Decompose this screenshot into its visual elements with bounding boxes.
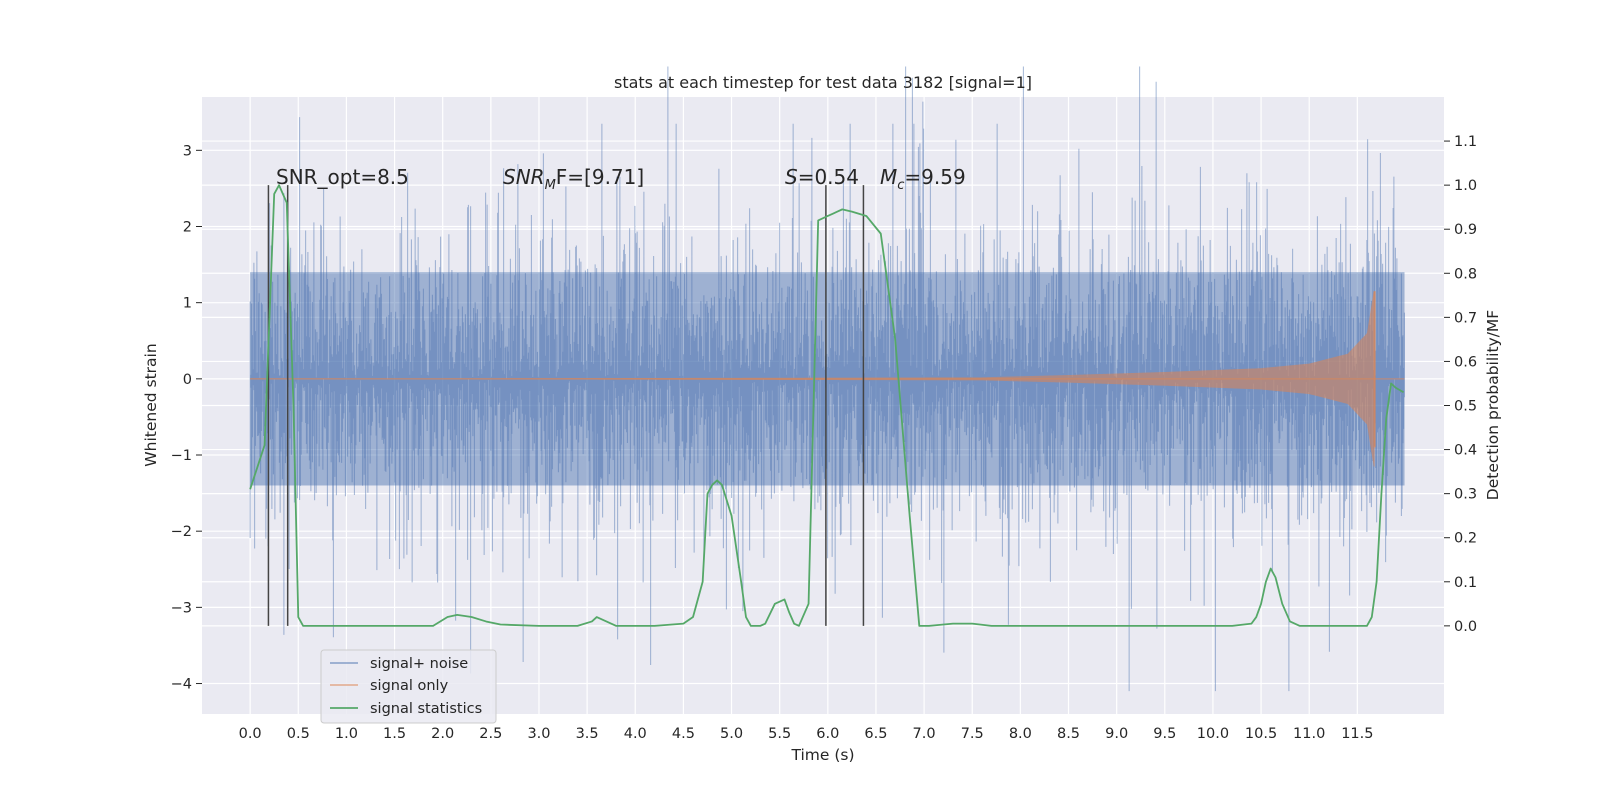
annotation-s-symbol: S	[785, 165, 798, 189]
y-tick-label: −2	[171, 524, 192, 540]
legend-box	[320, 649, 497, 724]
y-tick-label: 0	[183, 372, 192, 388]
y2-tick-label: 1.0	[1454, 178, 1477, 194]
annotation-s-value: =0.54	[798, 165, 859, 189]
x-tick-label: 8.5	[1057, 726, 1080, 742]
y-tick-label: −4	[171, 677, 192, 693]
x-tick-label: 3.5	[576, 726, 599, 742]
y-tick-labels: −4 −3 −2 −1 0 1 2 3	[171, 143, 192, 692]
x-tick-label: 1.5	[383, 726, 406, 742]
x-tick-label: 4.5	[672, 726, 695, 742]
annotation-snr-opt: SNR_opt=8.5	[276, 165, 409, 189]
x-tick-label: 5.0	[720, 726, 743, 742]
x-tick-label: 11.0	[1293, 726, 1325, 742]
x-tick-label: 3.0	[527, 726, 550, 742]
x-tick-labels: 0.0 0.5 1.0 1.5 2.0 2.5 3.0 3.5 4.0 4.5 5.0 5.5 6.0 6…	[239, 726, 1374, 742]
x-tick-label: 0.5	[287, 726, 310, 742]
x-tick-label: 8.0	[1009, 726, 1032, 742]
legend-label-signal-noise: signal+ noise	[370, 656, 468, 672]
x-tick-label: 6.0	[816, 726, 839, 742]
annotation-mc-sub: c	[897, 178, 904, 193]
x-tick-label: 2.5	[479, 726, 502, 742]
x-tick-label: 10.0	[1197, 726, 1229, 742]
chart-title: stats at each timestep for test data 318…	[614, 73, 1032, 92]
signal-statistics-line	[249, 184, 1405, 627]
legend-label-signal-only: signal only	[370, 678, 449, 694]
y-tick-label: −1	[171, 448, 192, 464]
annotation-snr-mf-base: SNR	[503, 165, 545, 189]
x-tick-label: 0.0	[239, 726, 262, 742]
x-tick-label: 4.0	[624, 726, 647, 742]
y-tick-label: 1	[183, 296, 192, 312]
x-axis-label: Time (s)	[790, 746, 854, 764]
x-tick-label: 7.0	[913, 726, 936, 742]
x-tick-label: 5.5	[768, 726, 791, 742]
y2-tick-label: 1.1	[1454, 134, 1477, 150]
y2-tick-label: 0.2	[1454, 531, 1477, 547]
legend: signal+ noise signal only signal statist…	[320, 649, 497, 724]
x-tick-label: 10.5	[1245, 726, 1277, 742]
annotation-mc: Mc=9.59	[880, 165, 966, 193]
signal-statistics-series	[249, 184, 1405, 627]
annotation-snr-mf-sub: M	[545, 178, 556, 193]
x-tick-label: 1.0	[335, 726, 358, 742]
y2-tick-label: 0.0	[1454, 619, 1477, 635]
y-axis-label: Whitened strain	[142, 343, 160, 466]
y2-tick-label: 0.1	[1454, 575, 1477, 591]
legend-label-signal-statistics: signal statistics	[370, 701, 482, 717]
y2-tick-label: 0.8	[1454, 266, 1477, 282]
x-tick-label: 11.5	[1341, 726, 1373, 742]
x-tick-label: 9.0	[1105, 726, 1128, 742]
signal-only-series	[250, 291, 1405, 467]
x-tick-label: 6.5	[864, 726, 887, 742]
y-tick-label: 2	[183, 219, 192, 235]
annotation-mc-value: =9.59	[904, 165, 965, 189]
y2-tick-labels: 0.0 0.1 0.2 0.3 0.4 0.5 0.6 0.7 0.8 0.9 1.0 1.1	[1454, 134, 1477, 635]
x-tick-label: 7.5	[961, 726, 984, 742]
annotation-snr-mf: SNRMF=[9.71]	[503, 165, 644, 193]
y2-axis-label: Detection probability/MF	[1484, 310, 1502, 501]
y2-tick-label: 0.4	[1454, 443, 1477, 459]
x-tick-label: 9.5	[1153, 726, 1176, 742]
annotation-s-stat: S=0.54	[785, 165, 859, 189]
y-tick-label: 3	[183, 143, 192, 159]
y2-tick-label: 0.9	[1454, 222, 1477, 238]
y2-tick-label: 0.7	[1454, 310, 1477, 326]
y2-tick-label: 0.6	[1454, 354, 1477, 370]
y2-tick-label: 0.3	[1454, 487, 1477, 503]
y2-grid	[202, 140, 1450, 627]
annotation-snr-mf-value: F=[9.71]	[556, 165, 644, 189]
y2-tick-label: 0.5	[1454, 399, 1477, 415]
annotation-mc-base: M	[880, 165, 897, 189]
y-tick-label: −3	[171, 600, 192, 616]
x-tick-label: 2.0	[431, 726, 454, 742]
